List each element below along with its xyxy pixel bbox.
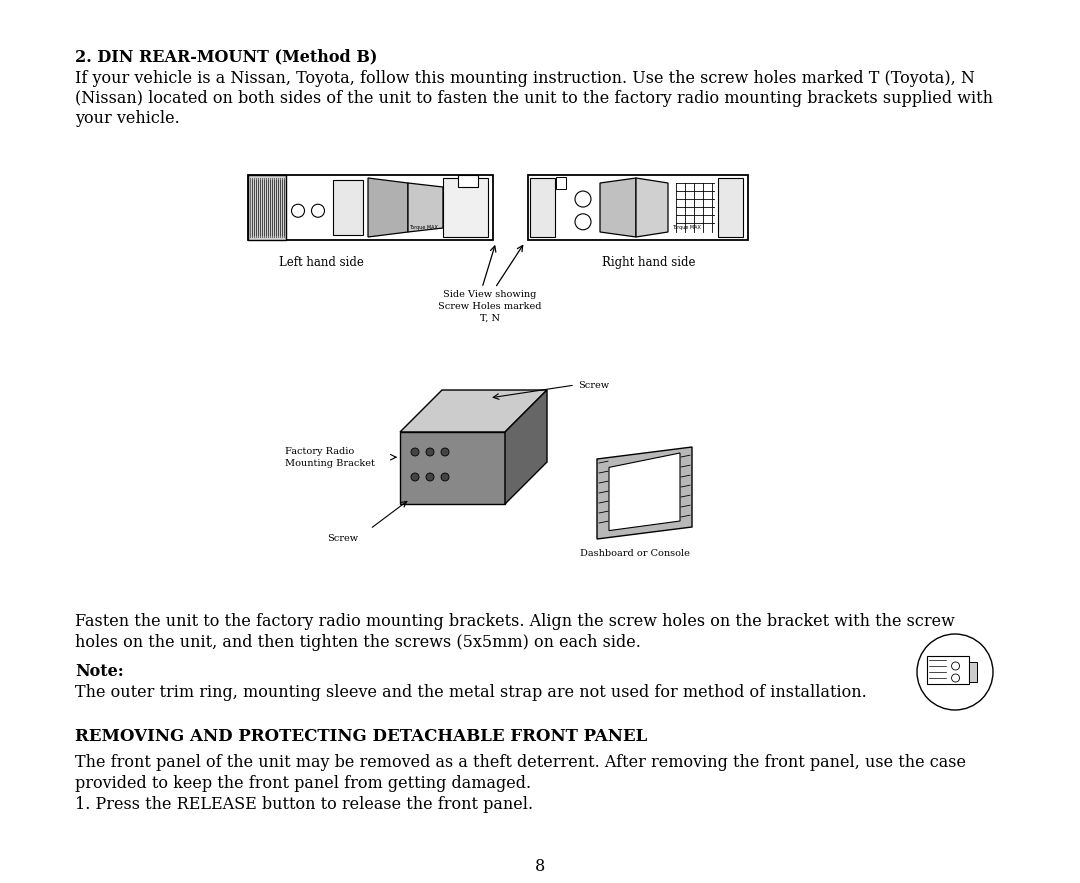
Circle shape	[951, 674, 959, 682]
Circle shape	[917, 634, 993, 710]
Text: your vehicle.: your vehicle.	[75, 110, 179, 127]
Text: 8: 8	[535, 858, 545, 875]
Circle shape	[441, 473, 449, 481]
Circle shape	[426, 473, 434, 481]
Circle shape	[951, 662, 959, 670]
Circle shape	[411, 448, 419, 456]
Polygon shape	[408, 183, 443, 232]
Text: (Nissan) located on both sides of the unit to fasten the unit to the factory rad: (Nissan) located on both sides of the un…	[75, 90, 993, 107]
Bar	[969, 662, 977, 682]
Text: REMOVING AND PROTECTING DETACHABLE FRONT PANEL: REMOVING AND PROTECTING DETACHABLE FRONT…	[75, 728, 647, 745]
Text: Torque MAX: Torque MAX	[408, 225, 437, 230]
Text: Fasten the unit to the factory radio mounting brackets. Align the screw holes on: Fasten the unit to the factory radio mou…	[75, 613, 955, 630]
Text: Left hand side: Left hand side	[279, 256, 364, 269]
Text: If your vehicle is a Nissan, Toyota, follow this mounting instruction. Use the s: If your vehicle is a Nissan, Toyota, fol…	[75, 70, 975, 87]
Bar	[530, 178, 555, 237]
Circle shape	[292, 204, 305, 217]
Polygon shape	[609, 453, 680, 531]
Text: The outer trim ring, mounting sleeve and the metal strap are not used for method: The outer trim ring, mounting sleeve and…	[75, 684, 867, 701]
Bar	[458, 175, 478, 187]
Circle shape	[441, 448, 449, 456]
Text: 1. Press the RELEASE button to release the front panel.: 1. Press the RELEASE button to release t…	[75, 796, 534, 813]
Polygon shape	[400, 390, 546, 432]
Text: Side View showing
Screw Holes marked
T, N: Side View showing Screw Holes marked T, …	[438, 290, 542, 322]
Bar	[927, 656, 969, 684]
Bar	[718, 178, 743, 237]
Text: 2. DIN REAR-MOUNT (Method B): 2. DIN REAR-MOUNT (Method B)	[75, 48, 377, 65]
Circle shape	[411, 473, 419, 481]
Bar	[333, 180, 363, 235]
Text: Right hand side: Right hand side	[603, 256, 696, 269]
Circle shape	[575, 191, 591, 207]
Polygon shape	[400, 432, 505, 504]
Text: Screw: Screw	[327, 534, 357, 543]
Bar	[248, 175, 286, 240]
Polygon shape	[505, 390, 546, 504]
Bar	[556, 177, 566, 189]
Bar	[528, 175, 748, 240]
Circle shape	[311, 204, 324, 217]
Bar	[443, 178, 488, 237]
Polygon shape	[636, 178, 669, 237]
Text: The front panel of the unit may be removed as a theft deterrent. After removing : The front panel of the unit may be remov…	[75, 754, 966, 771]
Text: holes on the unit, and then tighten the screws (5x5mm) on each side.: holes on the unit, and then tighten the …	[75, 634, 640, 651]
Text: Screw: Screw	[578, 381, 609, 389]
Text: Factory Radio
Mounting Bracket: Factory Radio Mounting Bracket	[285, 447, 375, 468]
Text: Dashboard or Console: Dashboard or Console	[580, 549, 690, 558]
Text: provided to keep the front panel from getting damaged.: provided to keep the front panel from ge…	[75, 775, 531, 792]
Text: Torque MAX: Torque MAX	[672, 225, 701, 230]
Circle shape	[575, 214, 591, 230]
Polygon shape	[368, 178, 408, 237]
Bar	[248, 175, 492, 240]
Circle shape	[426, 448, 434, 456]
Polygon shape	[600, 178, 636, 237]
Polygon shape	[597, 447, 692, 539]
Text: Note:: Note:	[75, 663, 124, 680]
